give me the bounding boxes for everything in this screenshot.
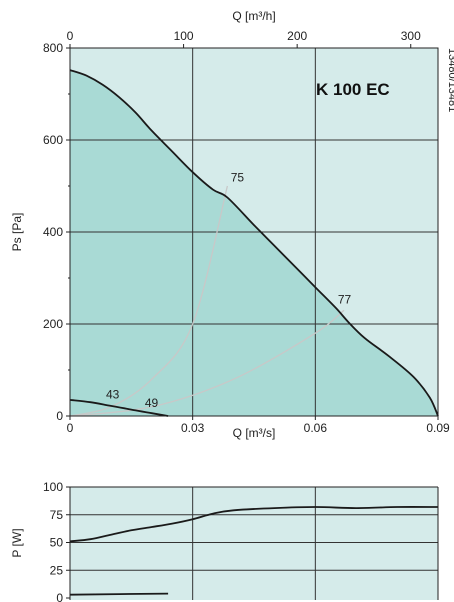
grid <box>70 487 438 600</box>
x-tick-label: 0.06 <box>304 421 328 435</box>
efficiency-label: 75 <box>231 170 245 184</box>
y-tick-label: 0 <box>56 409 63 423</box>
plot-background <box>70 487 438 600</box>
axis-ticks: 0 0.03 0.06 0.09 0 100 200 300 0 200 400 600 800 <box>43 29 450 435</box>
x-tick-label: 0.03 <box>181 421 205 435</box>
grid <box>70 48 438 416</box>
y-tick-label: 400 <box>43 225 63 239</box>
max-power <box>69 506 439 543</box>
efficiency-lines <box>69 185 345 417</box>
y-tick-label: 50 <box>50 536 64 550</box>
x2-axis-title: Q [m³/h] <box>232 9 275 23</box>
axis-ticks: 0 25 50 75 100 <box>43 480 70 602</box>
y-tick-label: 0 <box>56 591 63 602</box>
y-axis-title: Ps [Pa] <box>10 213 24 252</box>
y-axis-title: P [W] <box>10 528 24 557</box>
y-tick-label: 75 <box>50 508 64 522</box>
y-tick-label: 25 <box>50 563 64 577</box>
x-tick-label: 0.09 <box>426 421 450 435</box>
x2-tick-label: 100 <box>174 29 194 43</box>
x2-tick-label: 0 <box>67 29 74 43</box>
max-curve <box>69 69 439 417</box>
power-curves <box>69 506 439 596</box>
min-power <box>69 592 169 596</box>
power-chart: 0 25 50 75 100 P [W] <box>10 480 439 602</box>
efficiency-line <box>69 185 229 417</box>
side-code: 13480/13481 <box>446 48 454 112</box>
x-axis-title: Q [m³/s] <box>233 426 276 440</box>
min-curve <box>69 399 169 417</box>
y-tick-label: 100 <box>43 480 63 494</box>
chart-title: K 100 EC <box>316 80 390 99</box>
efficiency-label: 43 <box>106 388 120 402</box>
y-tick-label: 200 <box>43 317 63 331</box>
x2-tick-label: 200 <box>287 29 307 43</box>
x2-tick-label: 300 <box>401 29 421 43</box>
y-tick-label: 600 <box>43 133 63 147</box>
y-tick-label: 800 <box>43 41 63 55</box>
pressure-curves <box>69 69 439 417</box>
efficiency-label: 77 <box>338 292 352 306</box>
working-area-fill <box>70 70 438 416</box>
efficiency-label: 49 <box>145 396 159 410</box>
efficiency-labels: 75 77 43 49 <box>106 170 352 409</box>
x-tick-label: 0 <box>67 421 74 435</box>
efficiency-line <box>69 309 345 417</box>
